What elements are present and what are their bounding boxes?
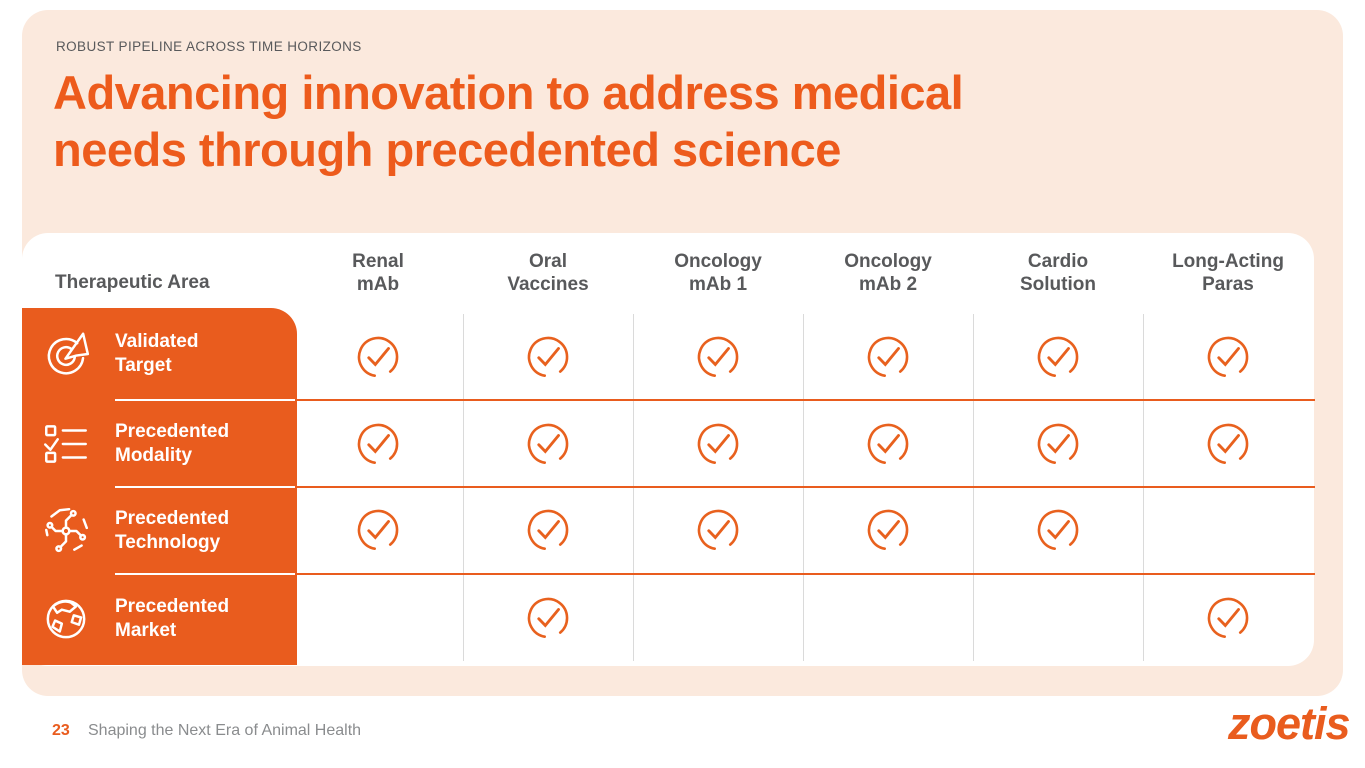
check-circle-icon [354,420,402,468]
column-header-2: Oral Vaccines [507,251,589,295]
column-header-4: Oncology mAb 2 [844,251,932,295]
page-number: 23 [52,722,70,739]
column-header-row: Renal mAb Oral Vaccines Oncology mAb 1 Onco… [293,250,1313,306]
row-header-label: Precedented Modality [115,420,230,466]
row-divider-line [295,399,1315,401]
therapeutic-area-label: Therapeutic Area [55,272,210,293]
column-header-3: Oncology mAb 1 [674,251,762,295]
target-arrow-icon [39,327,93,381]
check-grid [293,308,1315,665]
check-circle-icon [694,506,742,554]
check-circle-icon [864,420,912,468]
row-header: Precedented Modality [22,400,297,487]
slide-title-line-1: Advancing innovation to address medical [53,66,964,119]
row-header: Precedented Technology [22,487,297,574]
row-header: Validated Target [22,308,297,400]
column-header-1: Renal mAb [352,251,404,295]
column-header-6: Long-Acting Paras [1172,251,1284,295]
row-header-label: Precedented Technology [115,507,230,553]
check-circle-icon [694,333,742,381]
eyebrow-text: ROBUST PIPELINE ACROSS TIME HORIZONS [56,39,362,54]
check-circle-icon [354,506,402,554]
footer-tagline: Shaping the Next Era of Animal Health [88,722,362,739]
row-divider-line [295,573,1315,575]
check-circle-icon [524,420,572,468]
column-header-5: Cardio Solution [1020,251,1096,295]
row-header-panel: Validated Target Precedented Modality Pr… [22,308,297,665]
row-divider-line [295,486,1315,488]
check-circle-icon [524,333,572,381]
row-header: Precedented Market [22,574,297,664]
slide-title: Advancing innovation to address medical … [53,64,1293,178]
check-circle-icon [694,420,742,468]
row-header-label: Validated Target [115,331,199,376]
check-circle-icon [354,333,402,381]
row-separator-line [115,399,297,401]
row-separator-line [115,573,297,575]
check-circle-icon [1034,506,1082,554]
check-circle-icon [1204,333,1252,381]
slide-title-line-2: needs through precedented science [53,123,841,176]
check-circle-icon [524,594,572,642]
check-circle-icon [1204,420,1252,468]
check-circle-icon [864,506,912,554]
check-circle-icon [1034,333,1082,381]
circuit-board-icon [39,504,93,558]
check-circle-icon [1204,594,1252,642]
checklist-icon [39,417,93,471]
row-separator-line [115,486,297,488]
check-circle-icon [1034,420,1082,468]
check-circle-icon [864,333,912,381]
check-circle-icon [524,506,572,554]
zoetis-logo: zoetis [1228,698,1351,749]
row-header-label: Precedented Market [115,596,230,641]
globe-icon [39,592,93,646]
